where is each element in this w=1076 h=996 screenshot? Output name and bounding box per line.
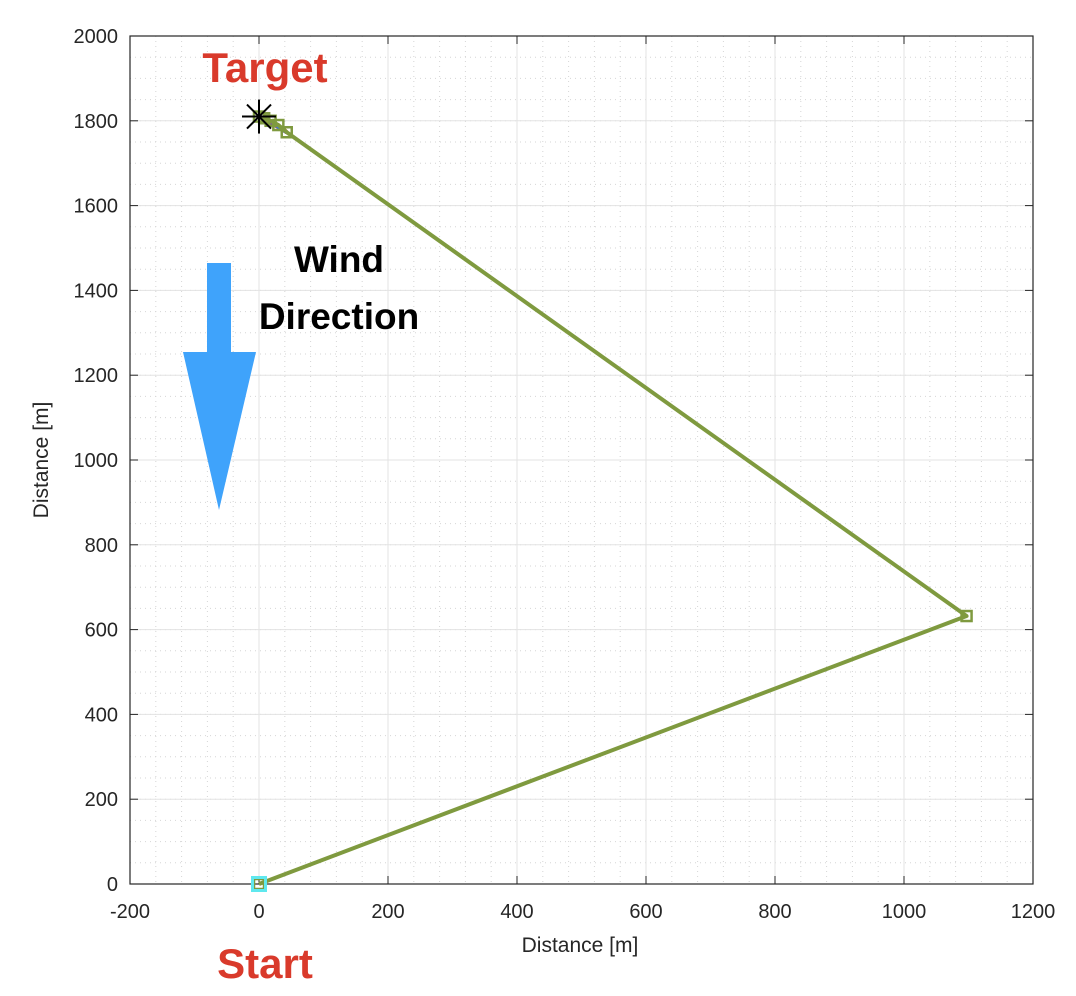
y-tick-label: 2000 <box>74 26 119 48</box>
wind-label-line2: Direction <box>259 296 419 337</box>
y-tick-label: 1800 <box>74 111 119 133</box>
x-tick-label: -200 <box>110 901 150 923</box>
y-tick-label: 600 <box>85 620 118 642</box>
x-tick-label: 800 <box>758 901 791 923</box>
y-tick-labels: 0 200 400 600 800 1000 1200 1400 1600 1800 2000 <box>74 26 119 896</box>
y-tick-label: 200 <box>85 789 118 811</box>
y-tick-label: 1200 <box>74 365 119 387</box>
y-axis-label: Distance [m] <box>30 402 53 519</box>
wind-arrow-icon <box>183 263 256 510</box>
x-tick-label: 1200 <box>1011 901 1056 923</box>
x-tick-label: 0 <box>253 901 264 923</box>
series-marker <box>280 125 293 139</box>
start-label: Start <box>217 940 313 987</box>
axis-ticks <box>129 35 1034 885</box>
target-marker-asterisk <box>242 99 276 134</box>
x-tick-label: 400 <box>500 901 533 923</box>
x-axis-label: Distance [m] <box>522 934 639 957</box>
x-tick-label: 200 <box>371 901 404 923</box>
y-tick-label: 400 <box>85 704 118 726</box>
start-marker <box>251 876 267 892</box>
x-tick-label: 1000 <box>882 901 927 923</box>
x-tick-label: 600 <box>629 901 662 923</box>
y-tick-label: 800 <box>85 535 118 557</box>
y-tick-label: 1600 <box>74 196 119 218</box>
x-tick-labels: -200 0 200 400 600 800 1000 1200 <box>110 901 1055 923</box>
y-tick-label: 1400 <box>74 280 119 302</box>
target-asterisk-stroke <box>246 103 272 130</box>
y-tick-label: 0 <box>107 874 118 896</box>
target-label: Target <box>202 44 327 91</box>
series-marker <box>960 609 973 623</box>
wind-label-line1: Wind <box>294 239 384 280</box>
y-tick-label: 1000 <box>74 450 119 472</box>
